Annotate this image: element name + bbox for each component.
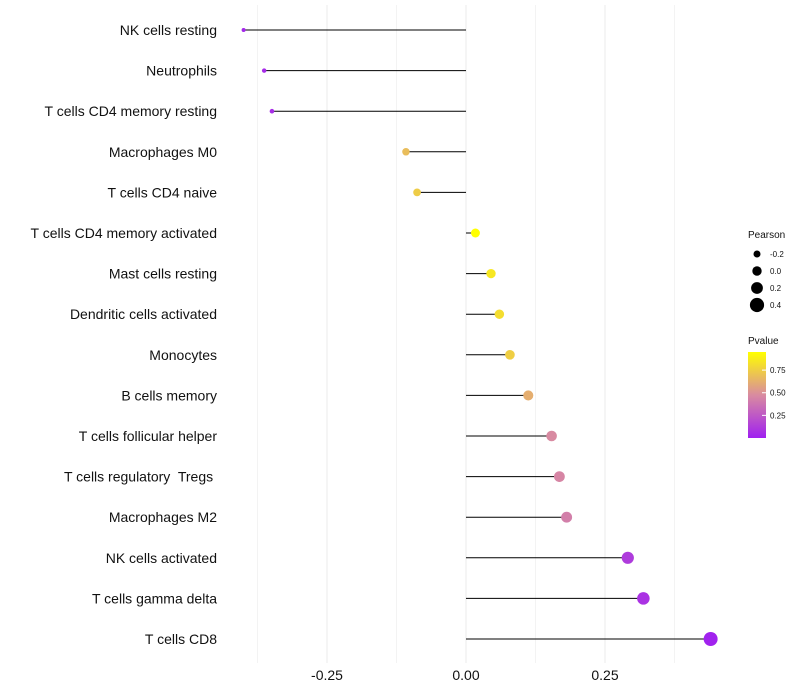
pearson-legend-label: 0.0 (770, 267, 782, 276)
lollipop-point (486, 268, 496, 279)
lollipop-point (402, 148, 410, 156)
pvalue-legend-label: 0.50 (770, 389, 786, 398)
lollipop-point (494, 309, 505, 319)
x-tick-label: -0.25 (311, 667, 343, 683)
category-label: Neutrophils (146, 63, 217, 79)
lollipop-point (703, 632, 718, 646)
category-label: Macrophages M0 (109, 144, 217, 160)
lollipop-point (241, 28, 246, 32)
pvalue-legend-label: 0.25 (770, 411, 786, 420)
pvalue-colorbar (748, 352, 766, 438)
category-axis: NK cells resting Neutrophils T cells CD4 m… (31, 22, 218, 647)
category-label: Dendritic cells activated (70, 306, 217, 322)
pearson-legend-key (749, 297, 765, 313)
lollipop-point (546, 430, 557, 442)
lollipop-point (505, 349, 515, 360)
category-label: T cells CD4 naive (108, 184, 218, 200)
category-label: T cells regulatory Tregs (64, 469, 217, 485)
category-label: NK cells resting (120, 22, 217, 38)
grid-lines (257, 5, 675, 663)
category-label: T cells CD8 (145, 631, 217, 647)
pvalue-color-legend: Pvalue 0.75 0.50 0.25 (748, 336, 786, 438)
lollipop-point (554, 471, 565, 482)
pvalue-legend-title: Pvalue (748, 336, 779, 347)
category-label: B cells memory (121, 387, 217, 403)
pearson-legend-label: 0.4 (770, 301, 782, 310)
category-label: T cells CD4 memory activated (31, 225, 217, 241)
x-axis: -0.25 0.00 0.25 (311, 667, 619, 683)
x-tick-label: 0.25 (591, 667, 618, 683)
category-label: T cells CD4 memory resting (45, 103, 217, 119)
pvalue-legend-label: 0.75 (770, 366, 786, 375)
category-label: NK cells activated (106, 550, 217, 566)
category-label: Mast cells resting (109, 266, 217, 282)
pearson-legend-label: 0.2 (770, 284, 782, 293)
lollipop-point (261, 68, 267, 73)
pearson-legend-key (753, 250, 761, 258)
pearson-legend-label: -0.2 (770, 250, 784, 259)
lollipop-point (561, 511, 573, 523)
category-label: Macrophages M2 (109, 509, 217, 525)
lollipop-stems (243, 29, 711, 640)
category-label: T cells gamma delta (92, 590, 217, 606)
lollipop-point (523, 390, 534, 401)
lollipop-point (269, 108, 275, 114)
lollipop-points (241, 28, 718, 646)
pearson-size-legend: Pearson -0.2 0.0 0.2 0.4 (748, 230, 785, 313)
lollipop-point (621, 551, 634, 564)
pearson-legend-key (751, 282, 763, 294)
lollipop-point (413, 188, 421, 197)
lollipop-point (637, 592, 650, 605)
pearson-legend-key (752, 266, 762, 276)
category-label: Monocytes (149, 347, 217, 363)
lollipop-point (470, 228, 480, 238)
category-label: T cells follicular helper (79, 428, 218, 444)
x-tick-label: 0.00 (452, 667, 479, 683)
pearson-legend-title: Pearson (748, 230, 785, 241)
